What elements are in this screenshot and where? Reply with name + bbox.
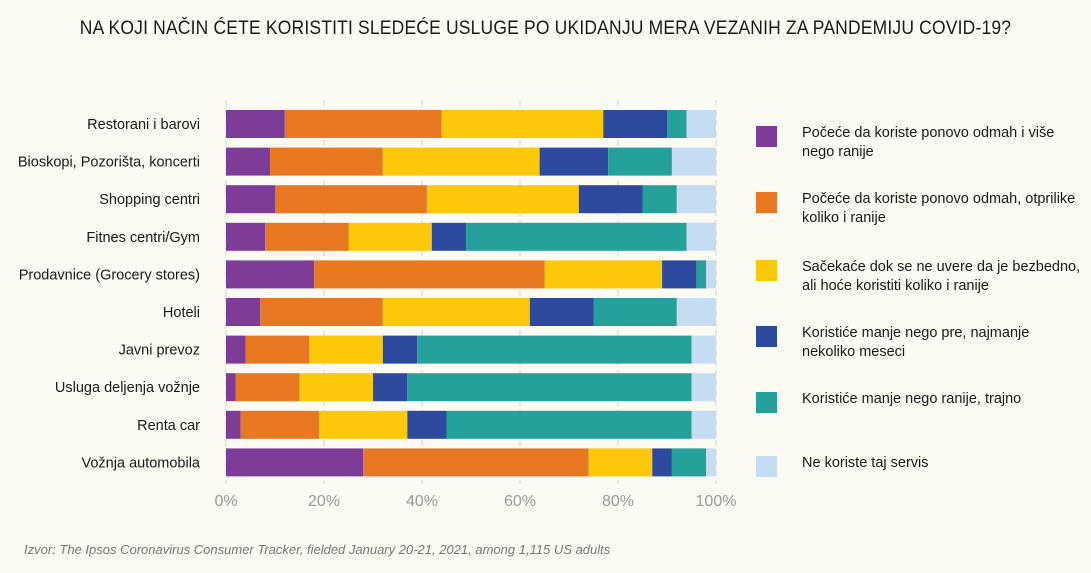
bar-segment <box>431 222 467 251</box>
bar-segment <box>382 335 418 364</box>
legend-swatch <box>756 260 777 281</box>
legend-swatch <box>756 392 777 413</box>
legend-label: Počeće da koriste ponovo odmah i više ne… <box>802 125 1055 160</box>
bar-segment <box>226 110 285 138</box>
x-tick-label: 40% <box>406 493 438 510</box>
bar-segment <box>662 260 697 289</box>
bar-segment <box>426 185 579 214</box>
bar-segment <box>642 185 677 214</box>
bar-segment <box>417 335 692 364</box>
bar-segment <box>608 147 672 176</box>
bar-segment <box>544 260 663 289</box>
category-label: Shopping centri <box>99 192 200 208</box>
bar-segment <box>319 410 408 439</box>
bar-segment <box>676 298 716 326</box>
legend-label: Počeće da koriste ponovo odmah, otprilik… <box>802 191 1076 226</box>
category-label: Renta car <box>137 418 200 434</box>
bar-segment <box>265 222 349 251</box>
bar-segment <box>691 373 716 402</box>
bar-segment <box>691 410 716 439</box>
legend-swatch <box>756 192 777 213</box>
bar-segment <box>578 185 643 214</box>
bar-segment <box>363 448 589 477</box>
legend-item: Koristiće manje nego pre, najmanje nekol… <box>756 324 1086 384</box>
bar-segment <box>676 185 716 214</box>
category-label: Hoteli <box>163 305 200 321</box>
legend-label: Koristiće manje nego ranije, trajno <box>802 391 1022 407</box>
bar-segment <box>226 298 261 326</box>
bar-segment <box>691 335 716 364</box>
bar-segment <box>652 448 672 477</box>
bar-segment <box>686 110 716 138</box>
legend-item: Ne koriste taj servis <box>756 454 1086 514</box>
bar-segment <box>382 147 540 176</box>
bar-segment <box>245 335 310 364</box>
legend-swatch <box>756 456 777 477</box>
category-label: Javni prevoz <box>119 343 200 359</box>
bar-segment <box>441 110 604 138</box>
bar-segment <box>226 373 236 402</box>
legend-item: Počeće da koriste ponovo odmah, otprilik… <box>756 190 1086 250</box>
bar-segment <box>275 185 427 214</box>
bar-segment <box>309 335 383 364</box>
bar-segment <box>235 373 300 402</box>
chart-title: NA KOJI NAČIN ĆETE KORISTITI SLEDEĆE USL… <box>79 18 1012 39</box>
legend-label: Ne koriste taj servis <box>802 455 929 471</box>
bar-segment <box>226 335 246 364</box>
category-label: Usluga deljenja vožnje <box>55 380 200 396</box>
bar-segment <box>240 410 320 439</box>
bar-segment <box>466 222 687 251</box>
bar-segment <box>284 110 442 138</box>
bar-segment <box>226 147 271 176</box>
bar-segment <box>299 373 373 402</box>
x-tick-label: 100% <box>696 493 737 510</box>
bar-segment <box>539 147 609 176</box>
bar-segment <box>314 260 545 289</box>
bar-segment <box>226 260 315 289</box>
bar-segment <box>226 448 364 477</box>
bar-segment <box>671 147 716 176</box>
category-label: Bioskopi, Pozorišta, koncerti <box>18 155 200 171</box>
bar-segment <box>260 298 383 326</box>
legend-item: Koristiće manje nego ranije, trajno <box>756 390 1086 450</box>
legend-swatch <box>756 326 777 347</box>
x-tick-label: 0% <box>214 493 237 510</box>
bar-segment <box>226 410 241 439</box>
category-label: Fitnes centri/Gym <box>86 230 200 246</box>
bar-segment <box>588 448 653 477</box>
source-note: Izvor: The Ipsos Coronavirus Consumer Tr… <box>24 542 611 557</box>
bar-segment <box>603 110 667 138</box>
bar-segment <box>270 147 383 176</box>
legend-swatch <box>756 126 777 147</box>
legend-item: Počeće da koriste ponovo odmah i više ne… <box>756 124 1086 184</box>
bar-segment <box>446 410 692 439</box>
bar-segment <box>226 222 266 251</box>
bar-segment <box>348 222 432 251</box>
legend-label: Sačekaće dok se ne uvere da je bezbedno,… <box>802 259 1081 294</box>
bar-segment <box>696 260 707 289</box>
category-label: Restorani i barovi <box>87 117 200 133</box>
category-label: Vožnja automobila <box>82 455 201 471</box>
bar-segment <box>407 410 447 439</box>
category-label: Prodavnice (Grocery stores) <box>19 267 200 283</box>
bar-segment <box>226 185 275 214</box>
bar-segment <box>529 298 594 326</box>
bar-segment <box>373 373 408 402</box>
x-tick-label: 60% <box>504 493 536 510</box>
x-tick-label: 20% <box>308 493 340 510</box>
bar-segment <box>593 298 677 326</box>
bar-segment <box>686 222 716 251</box>
legend-item: Sačekaće dok se ne uvere da je bezbedno,… <box>756 258 1086 318</box>
x-tick-label: 80% <box>602 493 634 510</box>
bar-segment <box>671 448 707 477</box>
bar-segment <box>407 373 692 402</box>
bar-segment <box>667 110 687 138</box>
legend-label: Koristiće manje nego pre, najmanje nekol… <box>802 325 1030 360</box>
bar-segment <box>706 260 716 289</box>
bar-segment <box>382 298 530 326</box>
bar-segment <box>706 448 716 477</box>
